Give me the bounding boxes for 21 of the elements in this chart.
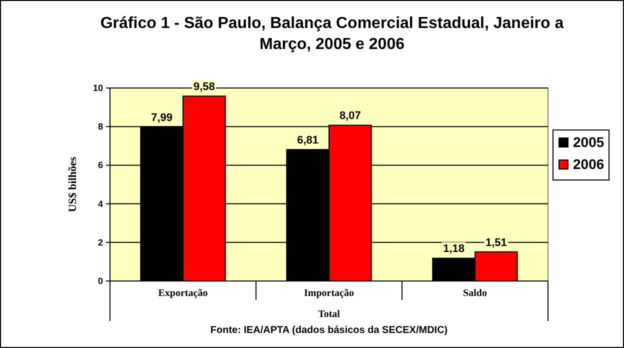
chart-title: Gráfico 1 - São Paulo, Balança Comercial Estadual, Janeiro a Março, 2005 e 2006: [100, 15, 564, 53]
data-label: 9,58: [193, 81, 215, 94]
x-tick-label: Exportação: [158, 288, 208, 299]
y-axis-title: US$ bilhões: [67, 156, 79, 212]
y-tick-label: 8: [98, 122, 103, 132]
data-label: 6,81: [297, 134, 319, 147]
legend-label: 2006: [573, 156, 604, 172]
y-tick-label: 10: [92, 83, 103, 93]
y-tick-label: 4: [98, 198, 103, 209]
data-label: 1,51: [485, 236, 507, 249]
data-label: 7,99: [151, 112, 173, 124]
y-tick-label: 0: [98, 276, 103, 286]
source-note: Fonte: IEA/APTA (dados básicos da SECEX/MDIC): [210, 325, 448, 336]
x-axis-title: Total: [318, 309, 340, 320]
data-label: 1,18: [443, 243, 465, 256]
data-label: 8,07: [339, 110, 361, 122]
legend-label: 2005: [573, 134, 604, 150]
x-tick-label: Saldo: [463, 288, 487, 299]
x-tick-label: Importação: [304, 288, 354, 299]
y-tick-label: 6: [98, 160, 103, 170]
y-tick-label: 2: [98, 237, 103, 248]
